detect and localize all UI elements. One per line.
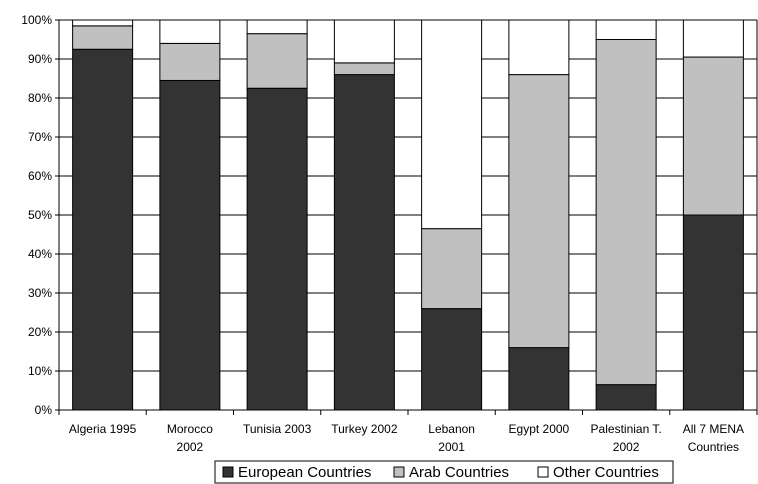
legend-label: Other Countries [553,464,659,481]
bar-segment-other [508,19,570,76]
legend-swatch [537,466,549,478]
y-tick-label: 50% [28,208,52,222]
y-axis-ticks: 0% 10% 20% 30% 40% 50% 60% 70% 80% 90% 100% [21,13,59,417]
bar-segment-european [72,48,134,411]
x-category-label: Tunisia 2003 [243,422,312,436]
x-axis-labels: Algeria 1995 Morocco 2002 Tunisia 2003 Turke… [69,422,744,454]
y-tick-label: 20% [28,325,52,339]
x-category-label: Turkey 2002 [331,422,398,436]
bar-segment-other [159,19,221,44]
x-category-label: Palestinian T. [591,422,662,436]
bar-segment-other [421,19,483,230]
legend-label: Arab Countries [409,464,509,481]
bar-segment-other [682,19,744,58]
x-category-label: 2002 [613,440,640,454]
legend-box [214,460,674,484]
bar-segment-arab [72,25,134,50]
x-category-label: 2001 [438,440,465,454]
bar-segment-european [246,87,308,411]
legend-swatch [393,466,405,478]
x-category-label: Countries [688,440,739,454]
y-tick-label: 60% [28,169,52,183]
bar-segment-arab [421,228,483,310]
y-tick-label: 10% [28,364,52,378]
bar-segment-european [595,384,657,411]
x-category-label: Morocco [167,422,213,436]
bar-segment-european [159,79,221,411]
bar-segment-european [421,308,483,411]
bar-segment-other [246,19,308,35]
bar-segment-arab [682,56,744,216]
y-tick-label: 0% [35,403,53,417]
bar-segment-european [508,347,570,411]
bar-segment-arab [333,62,395,76]
bar-segment-arab [159,42,221,81]
bar-segment-arab [508,74,570,349]
y-tick-label: 70% [28,130,52,144]
y-tick-label: 100% [21,13,52,27]
bars [72,19,744,411]
y-tick-label: 40% [28,247,52,261]
bar-segment-arab [246,33,308,89]
bar-segment-other [333,19,395,64]
x-category-label: Algeria 1995 [69,422,137,436]
x-category-label: 2002 [177,440,204,454]
bar-segment-other [72,19,134,27]
legend: European Countries Arab Countries Other Co… [214,460,674,484]
bar-segment-arab [595,39,657,386]
bar-segment-european [333,74,395,411]
y-tick-label: 80% [28,91,52,105]
legend-swatch [222,466,234,478]
x-category-label: Lebanon [428,422,475,436]
x-category-label: Egypt 2000 [509,422,570,436]
y-tick-label: 90% [28,52,52,66]
x-category-label: All 7 MENA [683,422,744,436]
bar-segment-european [682,214,744,411]
legend-label: European Countries [238,464,371,481]
y-tick-label: 30% [28,286,52,300]
bar-segment-other [595,19,657,40]
